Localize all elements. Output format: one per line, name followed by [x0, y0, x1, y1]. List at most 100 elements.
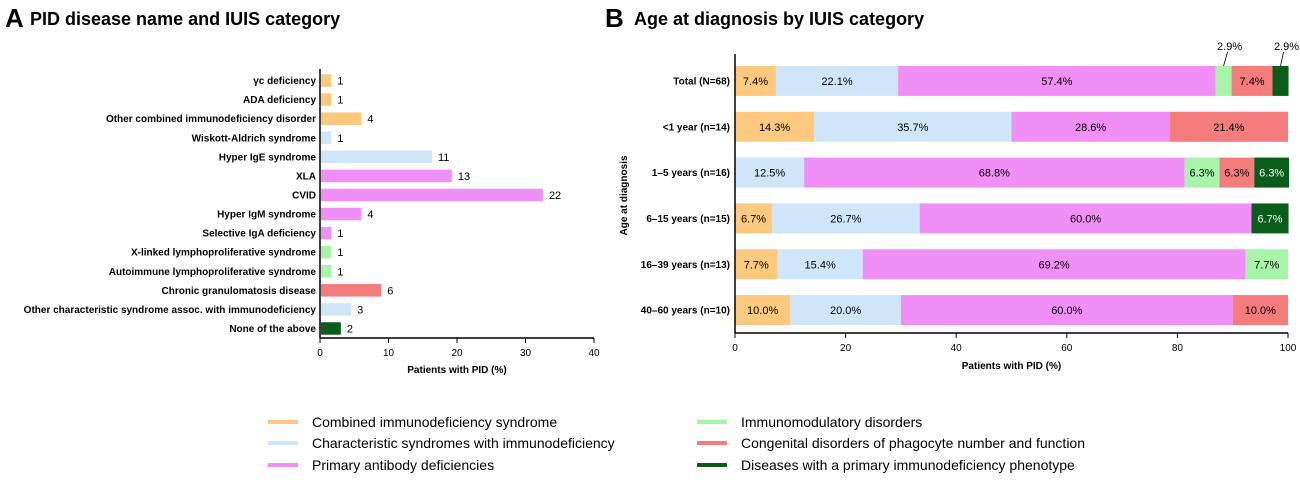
b-segment-combined — [735, 65, 776, 96]
b-segment-label: 22.1% — [821, 76, 852, 88]
b-segment-immunomod — [1184, 157, 1220, 188]
a-bar-label: 6 — [387, 285, 393, 297]
b-segment-label: 6.3% — [1189, 168, 1214, 180]
b-segment-label: 7.4% — [1240, 76, 1265, 88]
legend-label: Primary antibody deficiencies — [312, 457, 494, 473]
legend-label: Combined immunodeficiency syndrome — [312, 414, 557, 430]
a-bar — [321, 245, 332, 259]
a-x-tick-label: 30 — [520, 348, 532, 359]
b-segment-label: 60.0% — [1051, 305, 1082, 317]
panel-b-title: Age at diagnosis by IUIS category — [634, 9, 924, 29]
legend-label: Diseases with a primary immunodeficiency… — [741, 457, 1075, 473]
a-bar-label: 13 — [458, 171, 470, 183]
b-y-axis-title: Age at diagnosis — [619, 155, 630, 235]
b-segment-phenotype — [1272, 65, 1289, 96]
a-x-tick-label: 20 — [451, 348, 463, 359]
a-bar — [321, 265, 332, 278]
a-category-label: None of the above — [229, 324, 316, 335]
b-segment-phenotype — [1251, 203, 1289, 234]
b-x-tick-label: 40 — [951, 343, 963, 354]
a-bar — [321, 131, 332, 144]
b-segment-label: 7.7% — [744, 259, 769, 271]
a-bar — [321, 303, 352, 316]
b-x-tick-label: 20 — [840, 343, 852, 354]
b-segment-antibody — [804, 157, 1185, 188]
b-segment-label: 6.3% — [1224, 168, 1249, 180]
a-category-label: Hyper IgM syndrome — [217, 210, 316, 221]
b-segment-label: 20.0% — [830, 305, 861, 317]
b-segment-syndromes — [790, 295, 901, 326]
a-category-label: Other characteristic syndrome assoc. wit… — [24, 305, 317, 316]
a-category-label: Hyper IgE syndrome — [219, 152, 317, 163]
a-bar-label: 4 — [367, 209, 373, 221]
b-segment-label: 28.6% — [1075, 122, 1106, 134]
b-segment-label: 7.4% — [743, 76, 768, 88]
a-x-tick-label: 40 — [588, 348, 600, 359]
a-category-label: Other combined immunodeficiency disorder — [106, 114, 316, 125]
b-segment-label: 14.3% — [759, 122, 790, 134]
b-segment-combined — [735, 111, 815, 142]
a-category-label: Autoimmune lymphoproliferative syndrome — [109, 267, 317, 278]
a-bar — [321, 169, 452, 183]
b-segment-immunomod — [1245, 249, 1288, 280]
a-bar — [321, 74, 332, 87]
b-category-label: Total (N=68) — [673, 76, 730, 87]
a-bar-label: 1 — [337, 228, 343, 240]
a-bar-label: 4 — [367, 114, 373, 126]
chart-b: Age at diagnosis Total (N=68) 7.4% 22.1% 57.… — [619, 41, 1299, 372]
legend-label: Immunomodulatory disorders — [741, 414, 922, 430]
b-category-label: 1–5 years (n=16) — [652, 168, 730, 179]
b-segment-label: 26.7% — [830, 213, 861, 225]
b-category-label: 6–15 years (n=15) — [646, 214, 730, 225]
b-category-label: 40–60 years (n=10) — [641, 306, 730, 317]
a-category-label: ADA deficiency — [243, 95, 316, 106]
b-segment-syndromes — [772, 203, 920, 234]
a-bar — [321, 188, 543, 202]
b-segment-phagocyte — [1231, 65, 1273, 96]
a-bar — [321, 150, 432, 164]
b-callout-label: 2.9% — [1274, 41, 1299, 53]
b-segment-combined — [735, 295, 791, 326]
b-segment-label: 21.4% — [1213, 122, 1244, 134]
panel-a-letter: A — [5, 3, 24, 33]
a-bar — [321, 284, 382, 297]
b-segment-label: 12.5% — [754, 168, 785, 180]
b-segment-label: 68.8% — [979, 168, 1010, 180]
b-x-tick-label: 60 — [1061, 343, 1073, 354]
a-bar — [321, 207, 362, 221]
b-segment-label: 10.0% — [1245, 305, 1276, 317]
a-x-axis-title: Patients with PID (%) — [407, 365, 506, 376]
a-bar-label: 2 — [347, 323, 353, 335]
b-segment-antibody — [900, 295, 1233, 326]
b-segment-label: 69.2% — [1038, 259, 1069, 271]
b-segment-label: 57.4% — [1041, 76, 1072, 88]
a-bar-label: 3 — [357, 304, 363, 316]
a-category-label: XLA — [296, 171, 316, 182]
b-segment-antibody — [862, 249, 1246, 280]
b-segment-combined — [735, 249, 778, 280]
a-category-label: X-linked lymphoproliferative syndrome — [131, 248, 316, 259]
b-segment-phenotype — [1254, 157, 1290, 188]
b-category-label: 16–39 years (n=13) — [641, 260, 730, 271]
b-segment-antibody — [1011, 111, 1170, 142]
a-bar-label: 1 — [337, 95, 343, 107]
b-segment-antibody — [898, 65, 1216, 96]
a-bar-label: 1 — [337, 247, 343, 259]
legend: Combined immunodeficiency syndrome Charac… — [268, 414, 1085, 473]
b-segment-syndromes — [777, 249, 863, 280]
panel-b-letter: B — [605, 3, 624, 33]
b-x-axis-title: Patients with PID (%) — [962, 361, 1061, 372]
b-segment-label: 10.0% — [747, 305, 778, 317]
b-segment-label: 7.7% — [1254, 259, 1279, 271]
b-x-tick-label: 80 — [1172, 343, 1184, 354]
a-x-tick-label: 10 — [383, 348, 395, 359]
b-segment-syndromes — [814, 111, 1012, 142]
b-category-label: <1 year (n=14) — [663, 122, 730, 133]
a-category-label: Chronic granulomatosis disease — [162, 286, 317, 297]
chart-a: γc deficiency 1 ADA deficiency 1 Other combi… — [24, 69, 600, 376]
b-segment-syndromes — [735, 157, 805, 188]
a-bar-label: 1 — [337, 76, 343, 88]
b-x-tick-label: 0 — [732, 343, 738, 354]
a-category-label: CVID — [292, 190, 316, 201]
